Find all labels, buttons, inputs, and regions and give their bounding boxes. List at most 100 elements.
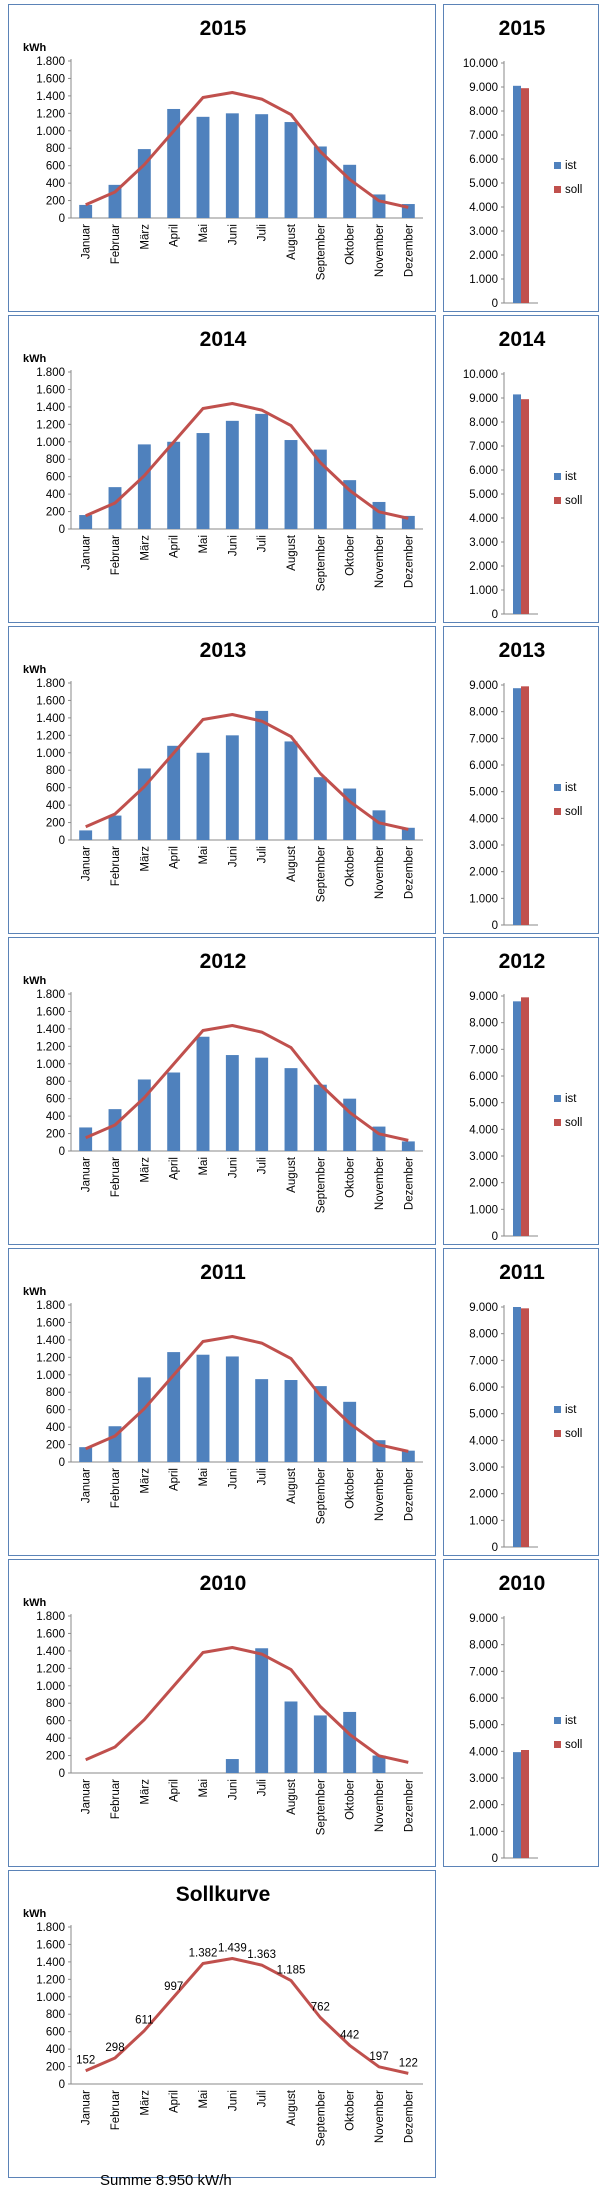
- y-tick-label: 0: [492, 298, 498, 310]
- y-tick-label: 1.600: [36, 1317, 65, 1329]
- y-tick-label: 4.000: [469, 813, 498, 825]
- total-chart-0: 2015 0 1.000 2.000 3.000 4.000 5.000 6.000 7.000…: [443, 4, 599, 312]
- y-tick-label: 1.200: [36, 1974, 65, 1986]
- y-tick-label: 1.600: [36, 384, 65, 396]
- y-tick-label: 400: [46, 1422, 65, 1434]
- bar-ist: [167, 1072, 181, 1151]
- x-tick-label: Dezember: [403, 1468, 415, 1521]
- data-label: 442: [340, 2029, 359, 2041]
- y-tick-label: 0: [59, 524, 65, 536]
- total-chart-1: 2014 0 1.000 2.000 3.000 4.000 5.000 6.000 7.000…: [443, 315, 599, 623]
- y-tick-label: 1.000: [469, 585, 498, 597]
- bar-ist: [225, 113, 239, 218]
- bar-ist: [196, 1036, 210, 1151]
- y-tick-label: 0: [59, 1768, 65, 1780]
- legend-label-ist: ist: [565, 782, 577, 794]
- y-tick-label: 7.000: [469, 441, 498, 453]
- y-tick-label: 5.000: [469, 787, 498, 799]
- bar-ist: [401, 827, 415, 840]
- x-tick-label: August: [286, 223, 298, 260]
- x-tick-label: Februar: [110, 2090, 122, 2130]
- x-tick-label: Oktober: [345, 1468, 357, 1509]
- legend-label-soll: soll: [565, 184, 582, 196]
- bar-ist: [513, 85, 521, 303]
- y-tick-label: 1.000: [469, 1515, 498, 1527]
- y-tick-label: 800: [46, 2009, 65, 2021]
- data-label: 997: [164, 1981, 183, 1993]
- y-tick-label: 1.000: [36, 748, 65, 760]
- legend-swatch-soll: [554, 808, 561, 815]
- y-tick-label: 1.800: [36, 1300, 65, 1312]
- bar-ist: [401, 1141, 415, 1151]
- bar-ist: [167, 441, 181, 529]
- x-tick-label: Februar: [110, 224, 122, 264]
- bar-ist: [513, 688, 521, 925]
- x-tick-label: Februar: [110, 1779, 122, 1819]
- soll-line: [85, 91, 409, 209]
- y-tick-label: 6.000: [469, 760, 498, 772]
- y-tick-label: 1.200: [36, 108, 65, 120]
- y-axis-label: kWh: [23, 1597, 47, 1609]
- soll-line: [85, 1646, 409, 1764]
- y-tick-label: 600: [46, 161, 65, 173]
- legend-swatch-soll: [554, 186, 561, 193]
- monthly-chart-3: 2012 kWh 0 200 400 600 800 1.000 1.200 1.400 1.600…: [8, 937, 436, 1245]
- y-tick-label: 1.400: [36, 713, 65, 725]
- chart-title: 2012: [200, 950, 247, 973]
- y-tick-label: 3.000: [469, 1151, 498, 1163]
- x-tick-label: Mai: [198, 224, 210, 243]
- x-tick-label: Dezember: [403, 1157, 415, 1210]
- legend-label-soll: soll: [565, 1739, 582, 1751]
- chart-title: 2015: [499, 17, 546, 40]
- y-tick-label: 1.000: [36, 1681, 65, 1693]
- bar-ist: [513, 1001, 521, 1236]
- y-tick-label: 600: [46, 1716, 65, 1728]
- x-tick-label: April: [169, 535, 181, 558]
- x-tick-label: Juli: [257, 2090, 269, 2107]
- x-tick-label: April: [169, 846, 181, 869]
- chart-title: 2015: [200, 17, 247, 40]
- bar-ist: [401, 1450, 415, 1462]
- bar-ist: [284, 440, 298, 529]
- bar-ist: [313, 1084, 327, 1151]
- x-tick-label: Februar: [110, 1157, 122, 1197]
- y-tick-label: 400: [46, 1733, 65, 1745]
- x-tick-label: Juli: [257, 535, 269, 552]
- bar-ist: [79, 1447, 93, 1462]
- bar-ist: [79, 830, 93, 840]
- chart-title: 2014: [499, 328, 546, 351]
- y-tick-label: 1.000: [36, 1370, 65, 1382]
- x-tick-label: April: [169, 1157, 181, 1180]
- bar-soll: [521, 1308, 529, 1547]
- y-tick-label: 8.000: [469, 106, 498, 118]
- bar-ist: [313, 1386, 327, 1462]
- y-tick-label: 6.000: [469, 1693, 498, 1705]
- data-label: 1.382: [189, 1947, 218, 1959]
- monthly-chart-2: 2013 kWh 0 200 400 600 800 1.000 1.200 1.400 1.600…: [8, 626, 436, 934]
- soll-line: [85, 1335, 409, 1453]
- legend-swatch-ist: [554, 473, 561, 480]
- y-tick-label: 4.000: [469, 513, 498, 525]
- x-tick-label: Januar: [81, 1157, 93, 1192]
- x-tick-label: April: [169, 2090, 181, 2113]
- bar-ist: [108, 815, 122, 840]
- bar-ist: [284, 1380, 298, 1462]
- y-tick-label: 400: [46, 1111, 65, 1123]
- y-tick-label: 8.000: [469, 707, 498, 719]
- x-tick-label: Juni: [227, 224, 239, 245]
- bar-ist: [225, 735, 239, 840]
- monthly-chart-6-svg: Sollkurve kWh 0 200 400 600 800 1.000 1.200 1.400…: [23, 1883, 423, 2146]
- total-chart-3: 2012 0 1.000 2.000 3.000 4.000 5.000 6.000 7.000…: [443, 937, 599, 1245]
- x-tick-label: Dezember: [403, 846, 415, 899]
- bar-ist: [284, 122, 298, 218]
- y-tick-label: 0: [492, 1853, 498, 1865]
- y-axis-label: kWh: [23, 1908, 47, 1920]
- y-tick-label: 3.000: [469, 537, 498, 549]
- monthly-chart-1: 2014 kWh 0 200 400 600 800 1.000 1.200 1.400 1.600…: [8, 315, 436, 623]
- x-tick-label: Oktober: [345, 224, 357, 265]
- bar-ist: [196, 116, 210, 218]
- total-chart-2: 2013 0 1.000 2.000 3.000 4.000 5.000 6.000 7.000…: [443, 626, 599, 934]
- monthly-chart-3-svg: 2012 kWh 0 200 400 600 800 1.000 1.200 1.400 1.600…: [23, 950, 423, 1213]
- y-tick-label: 9.000: [469, 991, 498, 1003]
- x-tick-label: Februar: [110, 535, 122, 575]
